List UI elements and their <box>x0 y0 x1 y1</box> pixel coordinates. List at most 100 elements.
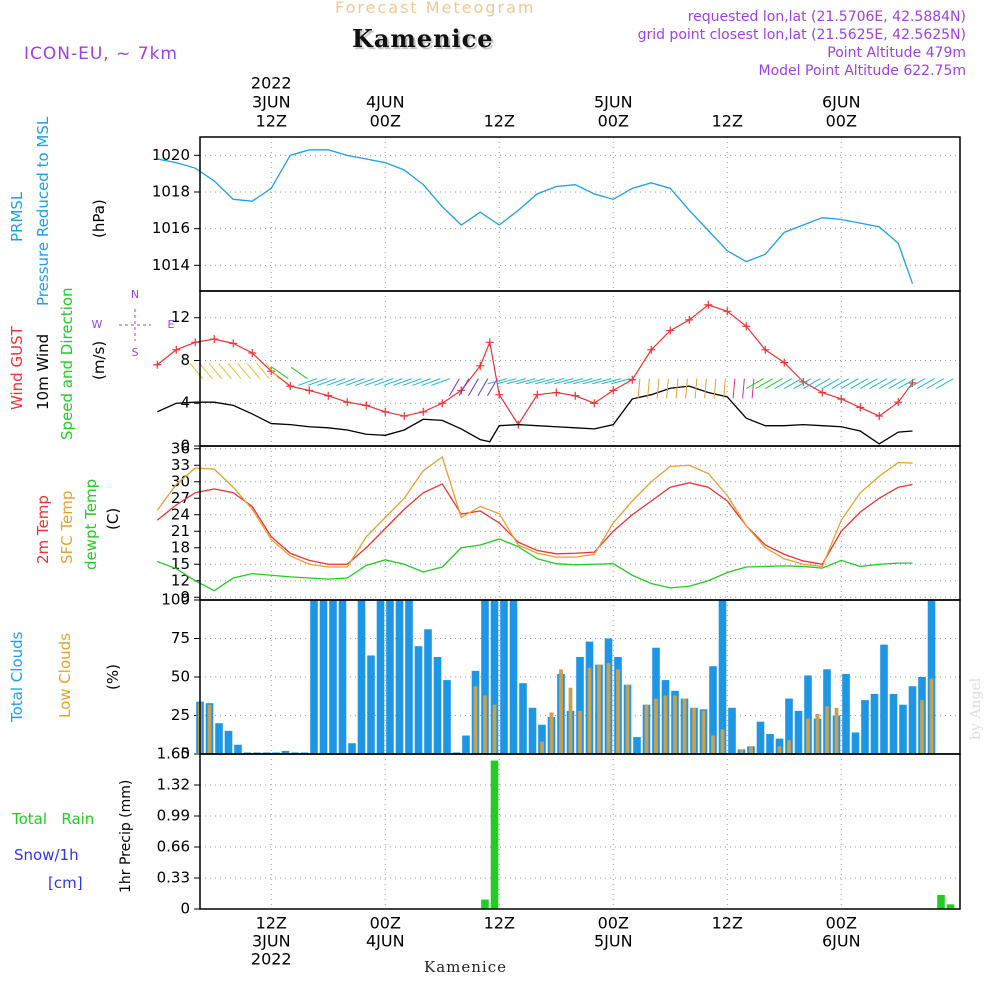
wind-direction-arrow <box>535 378 555 385</box>
wind-direction-arrow <box>421 378 441 386</box>
wind-direction-arrow <box>271 366 289 380</box>
wind-direction-arrow <box>742 378 745 399</box>
wind-direction-arrow <box>573 378 593 385</box>
low-cloud-bar <box>720 729 725 754</box>
wind-direction-arrow <box>364 378 384 386</box>
total-cloud-bar <box>386 600 394 754</box>
wind-direction-arrow <box>458 378 470 397</box>
time-label-top: 3JUN <box>252 93 291 112</box>
gust-marker <box>780 358 789 367</box>
total-cloud-bar <box>804 675 812 754</box>
low-cloud-bar <box>920 700 924 754</box>
total-cloud-bar <box>880 644 888 754</box>
wind-direction-arrow <box>755 378 774 389</box>
total-cloud-bar <box>842 673 850 754</box>
total-cloud-bar <box>357 600 366 754</box>
total-cloud-bar <box>300 752 309 754</box>
gust-marker <box>590 399 599 408</box>
gust-marker <box>305 386 314 395</box>
low-cloud-bar <box>825 706 829 754</box>
wind-direction-arrow <box>637 378 641 399</box>
compass-e: E <box>168 318 175 331</box>
gust-marker <box>419 407 428 416</box>
compass-w: W <box>92 318 103 331</box>
snow-label: Snow/1h <box>14 846 79 864</box>
wind-direction-arrow <box>850 378 869 389</box>
wind-direction-arrow <box>497 378 517 385</box>
wind-direction-arrow <box>487 378 507 385</box>
wind-direction-arrow <box>831 378 850 389</box>
wind-direction-arrow <box>506 378 526 385</box>
total-cloud-bar <box>262 752 271 754</box>
total-cloud-bar <box>633 737 641 754</box>
wind-line <box>156 385 913 445</box>
gust-marker <box>552 388 561 397</box>
y-tick-label: 0.66 <box>157 838 190 856</box>
wind-direction-arrow <box>256 363 270 379</box>
gust-marker <box>875 412 884 421</box>
gust-marker <box>324 391 333 400</box>
y-tick-label: 36 <box>171 439 190 457</box>
y-tick-label: 15 <box>171 555 190 573</box>
wind-direction-arrow <box>611 378 631 385</box>
gust-marker <box>191 338 200 347</box>
wind-direction-arrow <box>704 378 707 399</box>
wind-direction-arrow <box>878 378 897 389</box>
total-cloud-bar <box>576 656 584 754</box>
wind-direction-arrow <box>685 378 688 399</box>
wind-direction-arrow <box>393 378 413 386</box>
wind-direction-arrow <box>468 378 479 397</box>
low-cloud-bar <box>834 707 839 754</box>
compass-n: N <box>131 288 139 301</box>
wind-direction-arrow <box>449 378 460 397</box>
wind-direction-arrow <box>355 378 375 386</box>
panel-frame <box>199 290 961 447</box>
gust-marker <box>856 403 865 412</box>
temp-sfc-line <box>156 455 913 568</box>
total-cloud-bar <box>443 680 451 754</box>
total-cloud-bar <box>395 600 404 754</box>
y-tick-label: 24 <box>171 505 190 523</box>
wind-direction-arrow <box>402 378 422 386</box>
wind-direction-arrow <box>897 378 916 389</box>
temp-2m-line <box>156 482 913 565</box>
low-cloud-bar <box>578 710 582 754</box>
low-cloud-bar <box>701 710 706 754</box>
time-label-top: 12Z <box>484 112 515 131</box>
gust-marker <box>723 307 732 316</box>
total-cloud-bar <box>224 730 233 754</box>
total-cloud-bar <box>338 600 347 754</box>
wind-direction-arrow <box>732 378 736 399</box>
wind-direction-arrow <box>935 378 954 389</box>
wind-direction-arrow <box>783 378 802 389</box>
total-cloud-bar <box>528 707 537 754</box>
wind-direction-arrow <box>317 378 337 386</box>
total-cloud-bar <box>718 600 727 754</box>
wind-direction-arrow <box>298 378 318 386</box>
wind-direction-arrow <box>821 378 840 389</box>
gust-marker <box>533 390 542 399</box>
total-cloud-bar <box>452 752 461 754</box>
low-cloud-bar <box>654 698 658 754</box>
time-label-top: 6JUN <box>822 93 861 112</box>
y-tick-label: 12 <box>171 571 190 589</box>
total-cloud-bar <box>927 600 936 754</box>
total-cloud-bar <box>319 600 328 754</box>
low-cloud-bar <box>929 678 934 754</box>
time-label-bottom: 00Z <box>826 914 857 933</box>
gust-marker <box>485 338 494 347</box>
total-cloud-bar <box>519 683 527 754</box>
gust-marker <box>609 386 618 395</box>
wind-direction-arrow <box>516 378 536 385</box>
gust-marker <box>438 399 447 408</box>
total-cloud-bar <box>405 600 413 754</box>
total-cloud-bar <box>376 600 385 754</box>
y-tick-label: 12 <box>171 308 190 326</box>
total-cloud-bar <box>794 710 803 754</box>
time-label-bottom: 4JUN <box>366 932 405 951</box>
time-label-bottom: 12Z <box>256 914 287 933</box>
y-tick-label: 8 <box>180 351 190 369</box>
wind-direction-arrow <box>218 363 232 379</box>
total-cloud-bar <box>851 732 860 754</box>
